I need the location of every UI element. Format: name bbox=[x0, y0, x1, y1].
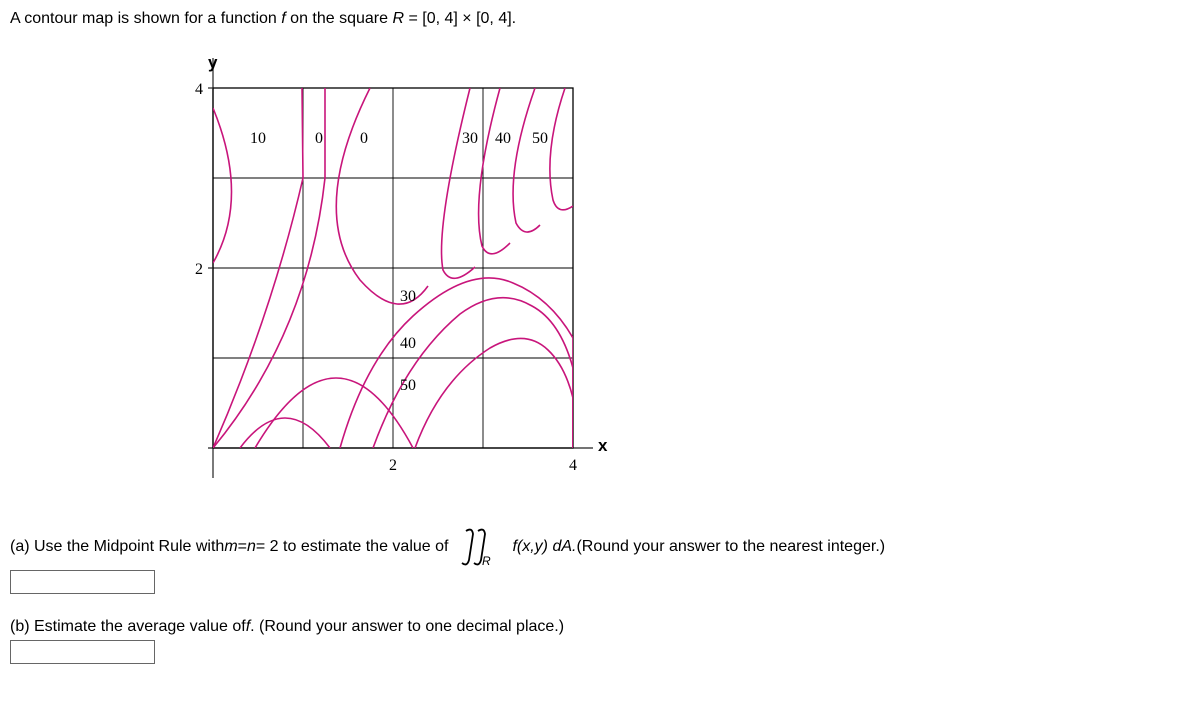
part-b-answer-input[interactable] bbox=[10, 640, 155, 664]
intro-mid: on the square bbox=[286, 10, 393, 27]
part-b: (b) Estimate the average value of f . (R… bbox=[10, 618, 1190, 664]
x-axis-label: x bbox=[598, 436, 607, 456]
double-integral-icon: R bbox=[456, 528, 504, 566]
region-label: R bbox=[482, 554, 491, 566]
svg-text:4: 4 bbox=[569, 457, 577, 474]
part-b-text: (b) Estimate the average value of bbox=[10, 618, 246, 636]
svg-text:50: 50 bbox=[532, 130, 548, 147]
svg-text:2: 2 bbox=[389, 457, 397, 474]
n-eq: = 2 to estimate the value of bbox=[256, 538, 449, 556]
svg-text:4: 4 bbox=[195, 81, 203, 98]
svg-text:40: 40 bbox=[400, 335, 416, 352]
part-b-suffix: . (Round your answer to one decimal plac… bbox=[250, 618, 564, 636]
svg-text:10: 10 bbox=[250, 130, 266, 147]
part-a-prefix: (a) Use the Midpoint Rule with bbox=[10, 538, 224, 556]
r-var: R bbox=[392, 10, 404, 27]
problem-statement: A contour map is shown for a function f … bbox=[10, 10, 1190, 28]
contour-svg: 2 4 2 4 10 0 0 30 40 50 30 40 50 bbox=[160, 48, 600, 488]
integrand-text: f(x,y) dA. bbox=[512, 538, 576, 556]
m-var: m bbox=[224, 538, 237, 556]
svg-text:0: 0 bbox=[360, 130, 368, 147]
svg-text:30: 30 bbox=[462, 130, 478, 147]
svg-text:30: 30 bbox=[400, 288, 416, 305]
svg-text:2: 2 bbox=[195, 261, 203, 278]
part-a: (a) Use the Midpoint Rule with m = n = 2… bbox=[10, 528, 1190, 594]
svg-text:50: 50 bbox=[400, 377, 416, 394]
svg-text:40: 40 bbox=[495, 130, 511, 147]
intro-eq: = [0, 4] × [0, 4]. bbox=[404, 10, 516, 27]
svg-text:0: 0 bbox=[315, 130, 323, 147]
m-eq: = bbox=[238, 538, 247, 556]
part-a-answer-input[interactable] bbox=[10, 570, 155, 594]
part-a-suffix: (Round your answer to the nearest intege… bbox=[576, 538, 885, 556]
n-var: n bbox=[247, 538, 256, 556]
intro-prefix: A contour map is shown for a function bbox=[10, 10, 281, 27]
contour-chart: y x 24241000304050304050 bbox=[160, 48, 600, 488]
y-axis-label: y bbox=[208, 53, 217, 73]
